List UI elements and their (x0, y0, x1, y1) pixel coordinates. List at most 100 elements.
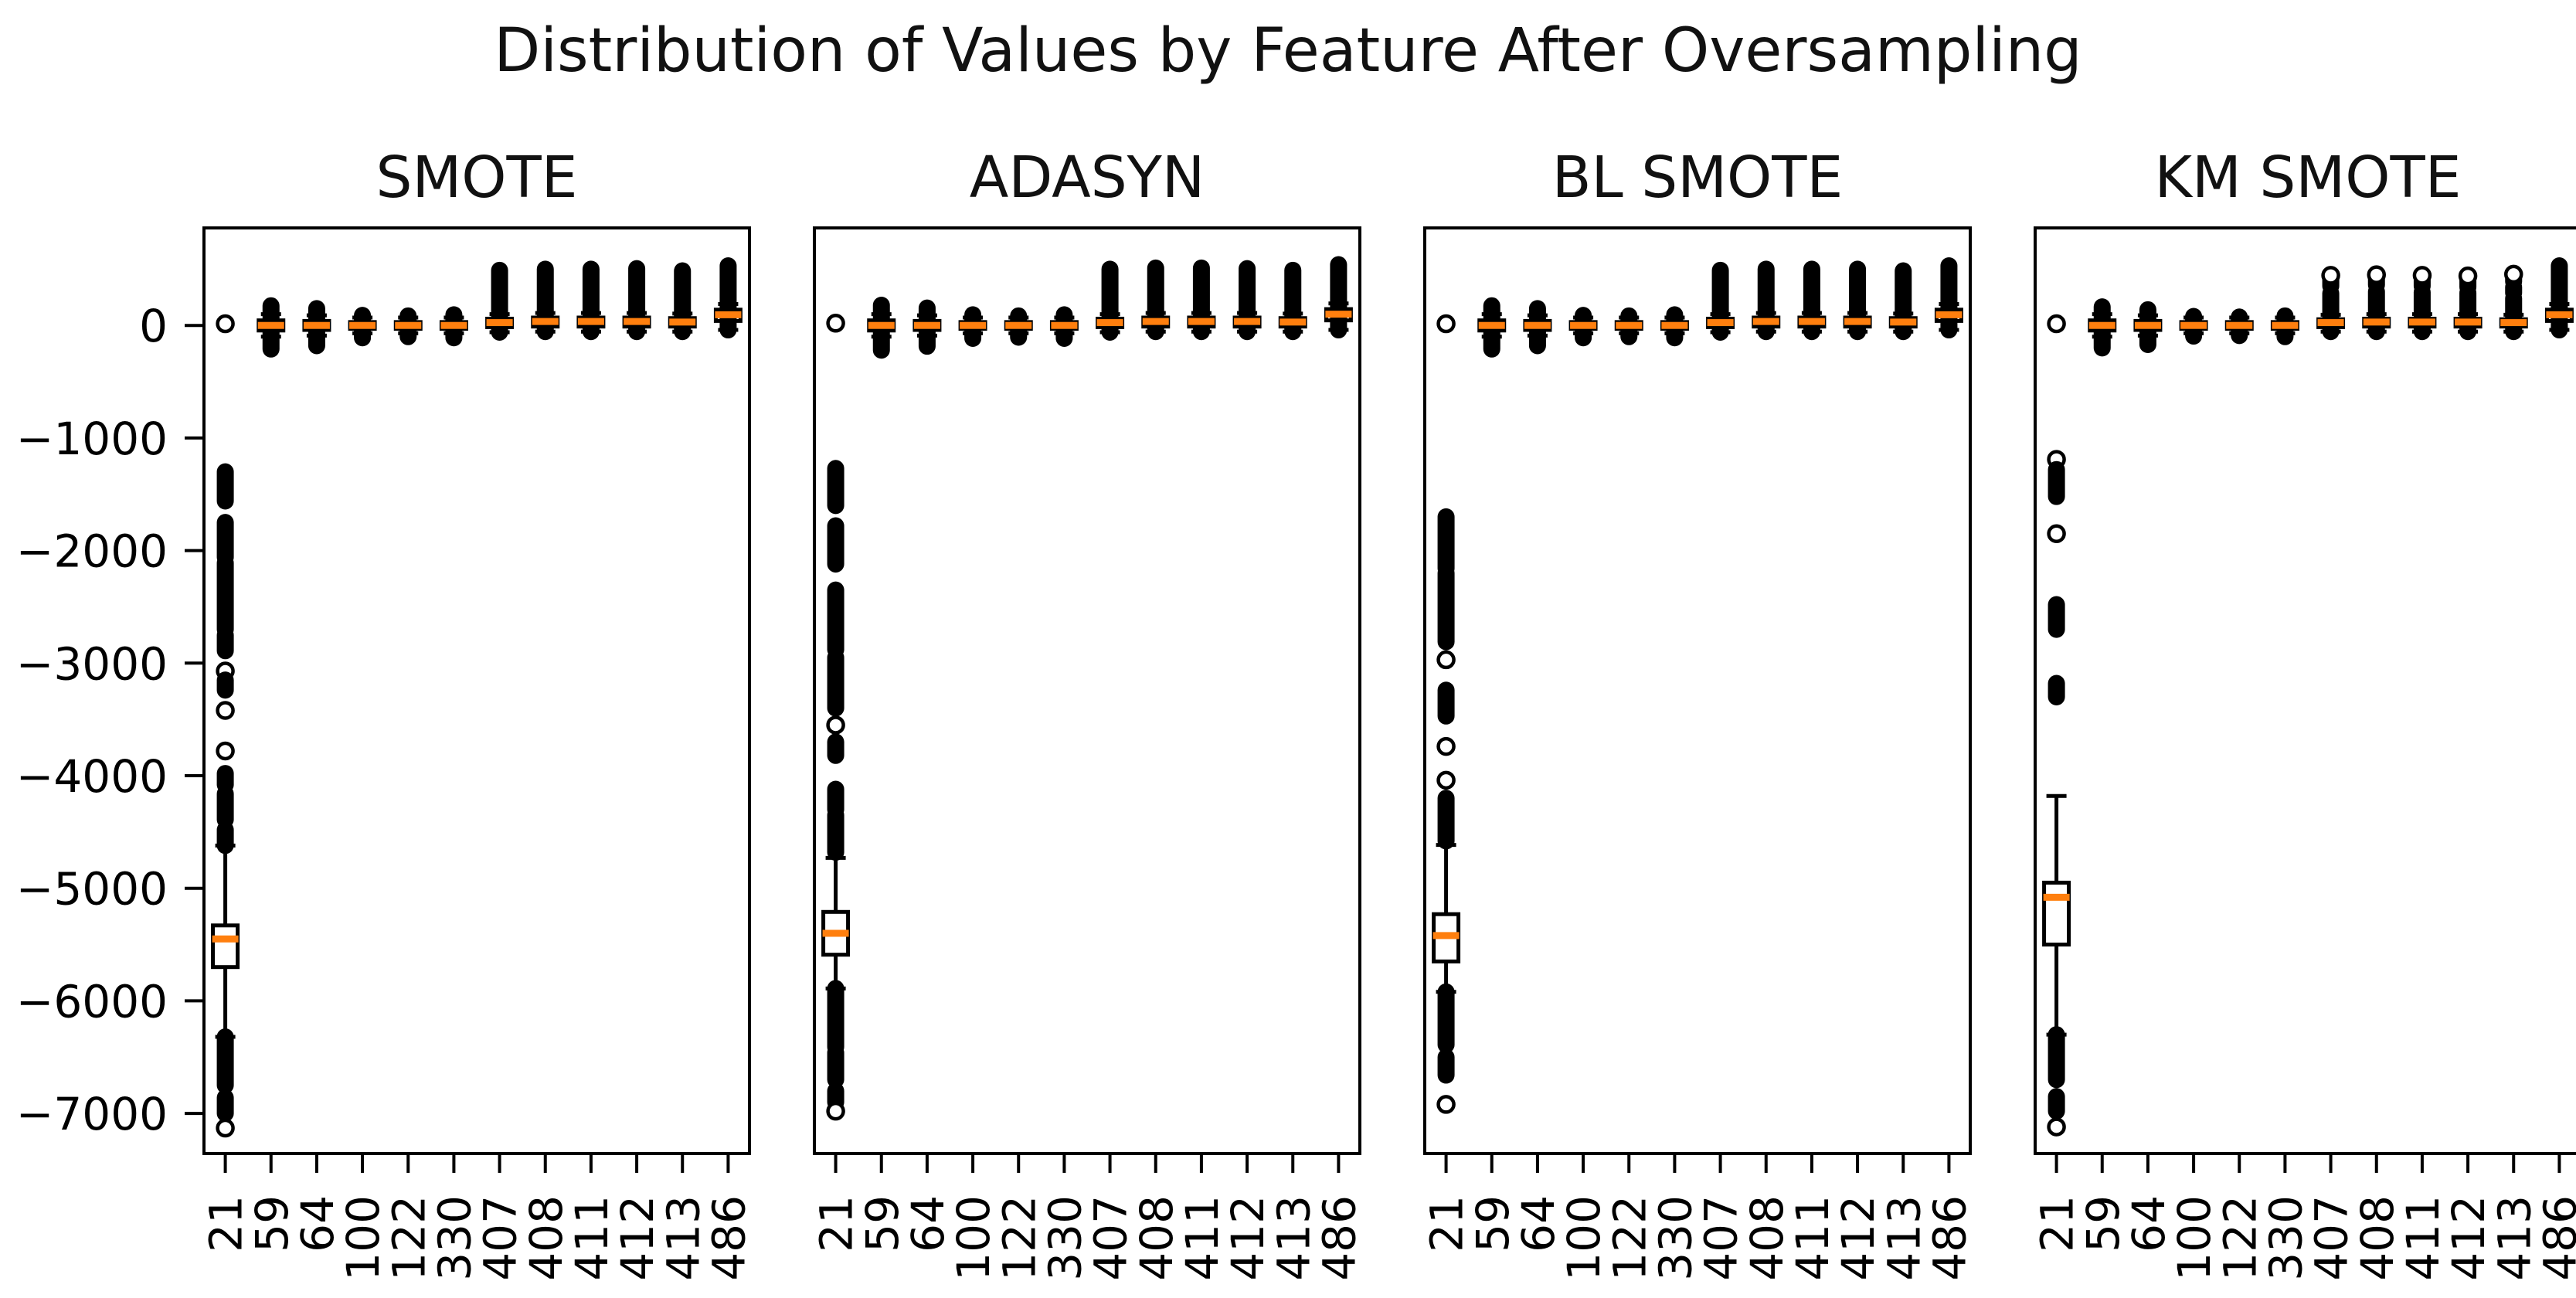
outlier-cluster (1437, 1048, 1455, 1084)
x-tick-label: 21 (2031, 1195, 2084, 1252)
outlier-cluster (216, 1089, 234, 1123)
x-tick-label: 122 (382, 1195, 435, 1281)
x-tick-label: 100 (2168, 1195, 2221, 1281)
x-tick-label: 59 (856, 1195, 909, 1252)
x-tick-label: 408 (1130, 1195, 1183, 1281)
x-tick-label: 412 (1222, 1195, 1274, 1281)
outlier-cluster (2048, 674, 2065, 706)
outlier-cluster (491, 261, 508, 341)
x-tick-label: 411 (1176, 1195, 1229, 1281)
outlier-open (216, 1118, 235, 1138)
axes-frame (1423, 226, 1972, 1155)
median-line (715, 311, 742, 318)
axes-frame (202, 226, 751, 1155)
median-line (1707, 319, 1734, 327)
x-tick-label: 407 (2306, 1195, 2358, 1281)
outlier-cluster (2459, 284, 2477, 341)
x-tick-label: 486 (2534, 1195, 2576, 1281)
outlier-open (2458, 266, 2478, 286)
outlier-cluster (2048, 1088, 2065, 1120)
median-line (1616, 321, 1643, 329)
subplot-title-adasyn: ADASYN (969, 144, 1205, 211)
outlier-cluster (1147, 259, 1164, 341)
x-tick-label: 407 (474, 1195, 527, 1281)
median-line (2043, 893, 2070, 901)
outlier-open (1436, 314, 1456, 334)
outlier-cluster (1437, 564, 1455, 651)
x-tick-label: 59 (2077, 1195, 2129, 1252)
outlier-cluster (1895, 262, 1912, 341)
axes-frame (813, 226, 1361, 1155)
median-line (1524, 321, 1551, 329)
outlier-open (826, 314, 845, 333)
outlier-cluster (827, 806, 845, 861)
x-tick-label: 330 (1038, 1195, 1091, 1281)
median-line (1234, 318, 1261, 325)
median-line (1844, 318, 1871, 325)
x-tick-label: 21 (1421, 1195, 1473, 1252)
median-line (913, 321, 940, 329)
outlier-open (2047, 314, 2066, 334)
outlier-cluster (216, 671, 234, 699)
outlier-cluster (216, 765, 234, 793)
outlier-cluster (827, 581, 845, 658)
outlier-cluster (674, 262, 692, 341)
x-tick-label: 100 (947, 1195, 1000, 1281)
outlier-open (2504, 264, 2523, 284)
x-tick-label: 407 (1695, 1195, 1748, 1281)
box (2042, 880, 2071, 947)
median-line (822, 929, 849, 937)
outlier-cluster (1437, 983, 1455, 1054)
outlier-cluster (216, 1028, 234, 1094)
outlier-cluster (1437, 790, 1455, 850)
outlier-cluster (2322, 284, 2340, 341)
outlier-cluster (1711, 261, 1729, 341)
outlier-open (1436, 1095, 1456, 1114)
outlier-cluster (216, 626, 234, 660)
x-tick-label: 330 (2259, 1195, 2312, 1281)
y-tick-label: −3000 (16, 637, 168, 690)
outlier-open (1436, 770, 1456, 790)
outlier-cluster (1940, 257, 1958, 339)
y-tick-label: 0 (139, 300, 168, 352)
x-tick-label: 411 (566, 1195, 618, 1281)
outlier-cluster (2048, 460, 2065, 505)
outlier-cluster (827, 649, 845, 717)
median-line (1890, 318, 1917, 326)
median-line (1188, 318, 1215, 325)
y-tick-label: −2000 (16, 525, 168, 578)
x-tick-label: 21 (200, 1195, 253, 1252)
median-line (2317, 319, 2344, 327)
x-tick-label: 64 (2122, 1195, 2175, 1252)
subplot-title-bl-smote: BL SMOTE (1551, 144, 1844, 211)
subplot-title-km-smote: KM SMOTE (2154, 144, 2462, 211)
x-tick-label: 59 (1466, 1195, 1519, 1252)
y-tick-label: −7000 (16, 1088, 168, 1140)
outlier-cluster (216, 785, 234, 828)
median-line (1935, 311, 1963, 318)
outlier-cluster (628, 260, 646, 341)
outlier-cluster (582, 260, 600, 341)
x-tick-label: 64 (902, 1195, 954, 1252)
outlier-cluster (2413, 284, 2431, 341)
median-line (2134, 321, 2161, 329)
median-line (2272, 321, 2299, 329)
outlier-cluster (2505, 290, 2523, 341)
outlier-cluster (1239, 260, 1256, 341)
outlier-cluster (2048, 596, 2065, 638)
median-line (1798, 318, 1825, 325)
outlier-cluster (216, 514, 234, 566)
outlier-open (826, 1101, 845, 1121)
x-tick-label: 486 (1313, 1195, 1365, 1281)
median-line (257, 321, 284, 329)
outlier-open (216, 314, 235, 334)
x-tick-label: 64 (291, 1195, 344, 1252)
median-line (960, 321, 987, 329)
median-line (2408, 318, 2435, 326)
y-tick-label: −5000 (16, 863, 168, 916)
y-tick-label: −4000 (16, 750, 168, 803)
outlier-cluster (2048, 1026, 2065, 1089)
x-tick-label: 408 (520, 1195, 573, 1281)
x-tick-label: 412 (2442, 1195, 2495, 1281)
